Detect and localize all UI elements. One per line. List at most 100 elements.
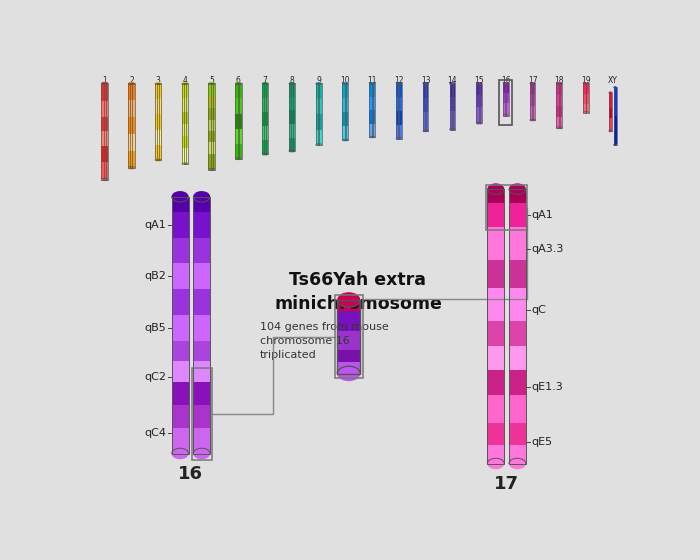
Bar: [509, 346, 526, 370]
Bar: [503, 103, 506, 116]
Bar: [130, 134, 134, 151]
Bar: [209, 108, 213, 120]
Bar: [556, 83, 560, 95]
Ellipse shape: [556, 82, 560, 85]
Ellipse shape: [479, 122, 482, 124]
Bar: [398, 83, 402, 139]
Bar: [102, 83, 106, 101]
Bar: [503, 93, 506, 103]
Bar: [265, 111, 268, 126]
Bar: [102, 117, 106, 132]
Ellipse shape: [559, 82, 562, 85]
Bar: [128, 83, 132, 168]
Bar: [182, 136, 186, 148]
Ellipse shape: [235, 82, 239, 85]
Bar: [372, 83, 375, 137]
Text: 5: 5: [209, 76, 214, 86]
Bar: [193, 289, 210, 315]
Bar: [586, 83, 589, 94]
Bar: [425, 83, 428, 97]
Bar: [559, 95, 562, 106]
Bar: [291, 97, 295, 110]
Ellipse shape: [372, 136, 375, 138]
Bar: [423, 97, 426, 112]
Bar: [104, 162, 108, 180]
Ellipse shape: [614, 86, 617, 88]
Bar: [342, 83, 346, 97]
Bar: [509, 288, 526, 321]
Text: 2: 2: [129, 76, 134, 86]
Ellipse shape: [396, 82, 400, 85]
Ellipse shape: [425, 130, 428, 132]
Bar: [211, 120, 215, 131]
Bar: [342, 83, 346, 141]
Bar: [262, 97, 266, 111]
Ellipse shape: [316, 82, 319, 85]
Text: qE1.3: qE1.3: [531, 382, 563, 392]
Bar: [182, 98, 186, 111]
Text: 16: 16: [501, 76, 511, 86]
Bar: [487, 288, 504, 321]
Bar: [370, 83, 372, 137]
Bar: [487, 395, 504, 422]
Bar: [289, 97, 293, 110]
Ellipse shape: [289, 82, 293, 85]
Bar: [237, 114, 241, 129]
Bar: [509, 422, 526, 445]
Bar: [487, 321, 504, 346]
Ellipse shape: [449, 128, 453, 130]
Bar: [182, 124, 186, 136]
Bar: [291, 110, 295, 124]
Bar: [556, 95, 560, 106]
Ellipse shape: [476, 122, 480, 124]
Bar: [102, 146, 106, 162]
Bar: [532, 95, 536, 105]
Bar: [337, 300, 360, 374]
Bar: [370, 97, 372, 110]
Ellipse shape: [193, 448, 210, 459]
Ellipse shape: [503, 82, 506, 85]
Bar: [184, 83, 188, 164]
Bar: [559, 106, 562, 117]
Bar: [211, 108, 215, 120]
Bar: [487, 422, 504, 445]
Bar: [509, 260, 526, 288]
Ellipse shape: [609, 130, 612, 132]
Ellipse shape: [505, 82, 509, 85]
Ellipse shape: [158, 159, 161, 162]
Text: qA3.3: qA3.3: [531, 244, 564, 254]
Text: 11: 11: [368, 76, 377, 86]
Ellipse shape: [559, 127, 562, 129]
Bar: [370, 124, 372, 137]
Bar: [509, 395, 526, 422]
Ellipse shape: [476, 82, 480, 85]
Bar: [396, 97, 400, 111]
Ellipse shape: [316, 144, 319, 146]
Bar: [344, 126, 349, 141]
Text: qB2: qB2: [144, 271, 166, 281]
Ellipse shape: [584, 111, 587, 114]
Bar: [449, 83, 453, 97]
Bar: [184, 124, 188, 136]
Bar: [337, 350, 360, 362]
Bar: [556, 83, 560, 128]
Ellipse shape: [487, 183, 504, 194]
Bar: [425, 97, 428, 112]
Bar: [584, 104, 587, 113]
Bar: [370, 83, 372, 97]
Bar: [337, 300, 360, 311]
Bar: [586, 83, 589, 113]
Ellipse shape: [342, 82, 346, 85]
Bar: [509, 189, 526, 203]
Bar: [609, 92, 612, 108]
Bar: [128, 117, 132, 134]
Ellipse shape: [344, 139, 349, 142]
Bar: [193, 197, 210, 454]
Bar: [155, 83, 159, 160]
Bar: [104, 146, 108, 162]
Ellipse shape: [586, 82, 589, 85]
Bar: [155, 129, 159, 145]
Bar: [316, 99, 319, 114]
Ellipse shape: [128, 82, 132, 85]
Text: 104 genes from mouse
chromosome 16
triplicated: 104 genes from mouse chromosome 16 tripl…: [260, 321, 389, 360]
